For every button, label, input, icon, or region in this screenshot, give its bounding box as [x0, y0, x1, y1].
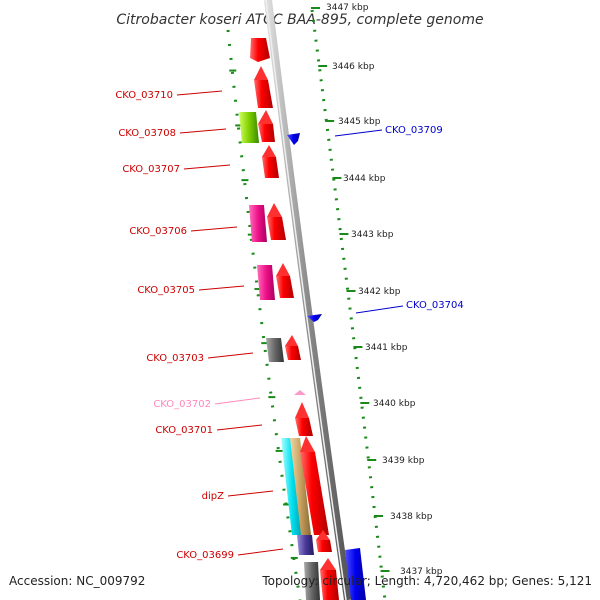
left-gene-labels: CKO_03710 CKO_03708 CKO_03707 CKO_03706 … — [115, 90, 284, 561]
leader-line — [334, 129, 383, 137]
cds-arrow-head — [285, 335, 298, 346]
cds-arrow-head — [276, 263, 290, 276]
cds-arrow — [287, 133, 300, 145]
accession-text: Accession: NC_009792 — [9, 574, 146, 588]
kbp-label: 3445 kbp — [338, 117, 381, 127]
gene-label: CKO_03701 — [155, 425, 213, 436]
cds-arrow — [257, 265, 275, 300]
cds-arrow — [345, 548, 366, 600]
cds-arrow — [300, 452, 329, 535]
cds-arrow — [281, 438, 303, 535]
cds-arrow — [262, 157, 279, 178]
trna-arrow — [294, 390, 306, 395]
cds-arrow — [276, 276, 294, 298]
gene-label: CKO_03709 — [385, 125, 443, 136]
cds-arrow — [250, 38, 270, 62]
cds-arrow-head — [262, 145, 276, 157]
cds-arrow — [320, 570, 339, 600]
inner-major-ticks — [229, 69, 298, 559]
gene-label: CKO_03705 — [137, 285, 195, 296]
kbp-label: 3442 kbp — [358, 287, 401, 297]
gene-label: CKO_03707 — [122, 164, 180, 175]
gene-label: CKO_03702 — [153, 399, 211, 410]
leader-line — [179, 128, 227, 134]
cds-arrow — [266, 338, 284, 362]
genome-backbone — [264, 0, 352, 600]
cds-arrow — [239, 112, 259, 143]
cds-arrow — [249, 205, 267, 242]
gene-label: CKO_03708 — [118, 128, 176, 139]
gene-label: CKO_03706 — [129, 226, 187, 237]
leader-line — [214, 397, 261, 405]
kbp-label: 3438 kbp — [390, 512, 433, 522]
cds-arrow — [258, 124, 275, 142]
gene-label: CKO_03704 — [406, 300, 464, 311]
leader-line — [176, 90, 223, 96]
leader-line — [183, 164, 231, 170]
cds-arrow — [316, 540, 332, 552]
kbp-label: 3439 kbp — [382, 456, 425, 466]
topology-text: Topology: circular; Length: 4,720,462 bp… — [262, 574, 592, 588]
leader-line — [207, 352, 254, 359]
kbp-label: 3447 kbp — [326, 3, 369, 13]
kbp-scale-labels: 3447 kbp 3446 kbp 3445 kbp 3444 kbp 3443… — [326, 3, 443, 577]
gene-label: CKO_03699 — [176, 550, 234, 561]
cds-arrow-head — [258, 110, 273, 124]
leader-line — [355, 305, 404, 314]
cds-arrow — [285, 346, 301, 360]
cds-arrow — [304, 562, 320, 600]
genome-backbone-highlight — [265, 0, 347, 600]
gene-label: dipZ — [202, 491, 224, 502]
kbp-label: 3444 kbp — [343, 174, 386, 184]
leader-line — [227, 490, 274, 497]
leader-line — [190, 226, 238, 232]
cds-arrow — [267, 217, 286, 240]
right-gene-labels: CKO_03709 CKO_03704 — [334, 125, 464, 314]
cds-arrow — [295, 418, 313, 436]
cds-arrow-head — [295, 402, 309, 418]
cds-arrow-head — [300, 436, 315, 452]
gene-label: CKO_03703 — [146, 353, 204, 364]
leader-line — [198, 285, 245, 291]
leader-line — [216, 424, 263, 431]
cds-arrow — [297, 535, 314, 555]
gene-label: CKO_03710 — [115, 90, 173, 101]
kbp-label: 3446 kbp — [332, 62, 375, 72]
kbp-label: 3441 kbp — [365, 343, 408, 353]
forward-features — [239, 38, 339, 600]
cds-arrow-head — [267, 203, 282, 217]
kbp-label: 3440 kbp — [373, 399, 416, 409]
cds-arrow — [307, 314, 322, 322]
outer-major-ticks — [311, 7, 390, 572]
kbp-label: 3443 kbp — [351, 230, 394, 240]
cds-arrow-head — [254, 66, 268, 80]
cds-arrow-head — [320, 558, 336, 570]
map-title: Citrobacter koseri ATCC BAA-895, complet… — [116, 12, 483, 28]
reverse-features — [287, 133, 366, 600]
cds-arrow-head — [316, 530, 330, 540]
kbp-label: 3437 kbp — [400, 567, 443, 577]
cds-arrow — [290, 438, 311, 535]
leader-line — [237, 548, 284, 556]
cds-arrow — [254, 80, 273, 108]
